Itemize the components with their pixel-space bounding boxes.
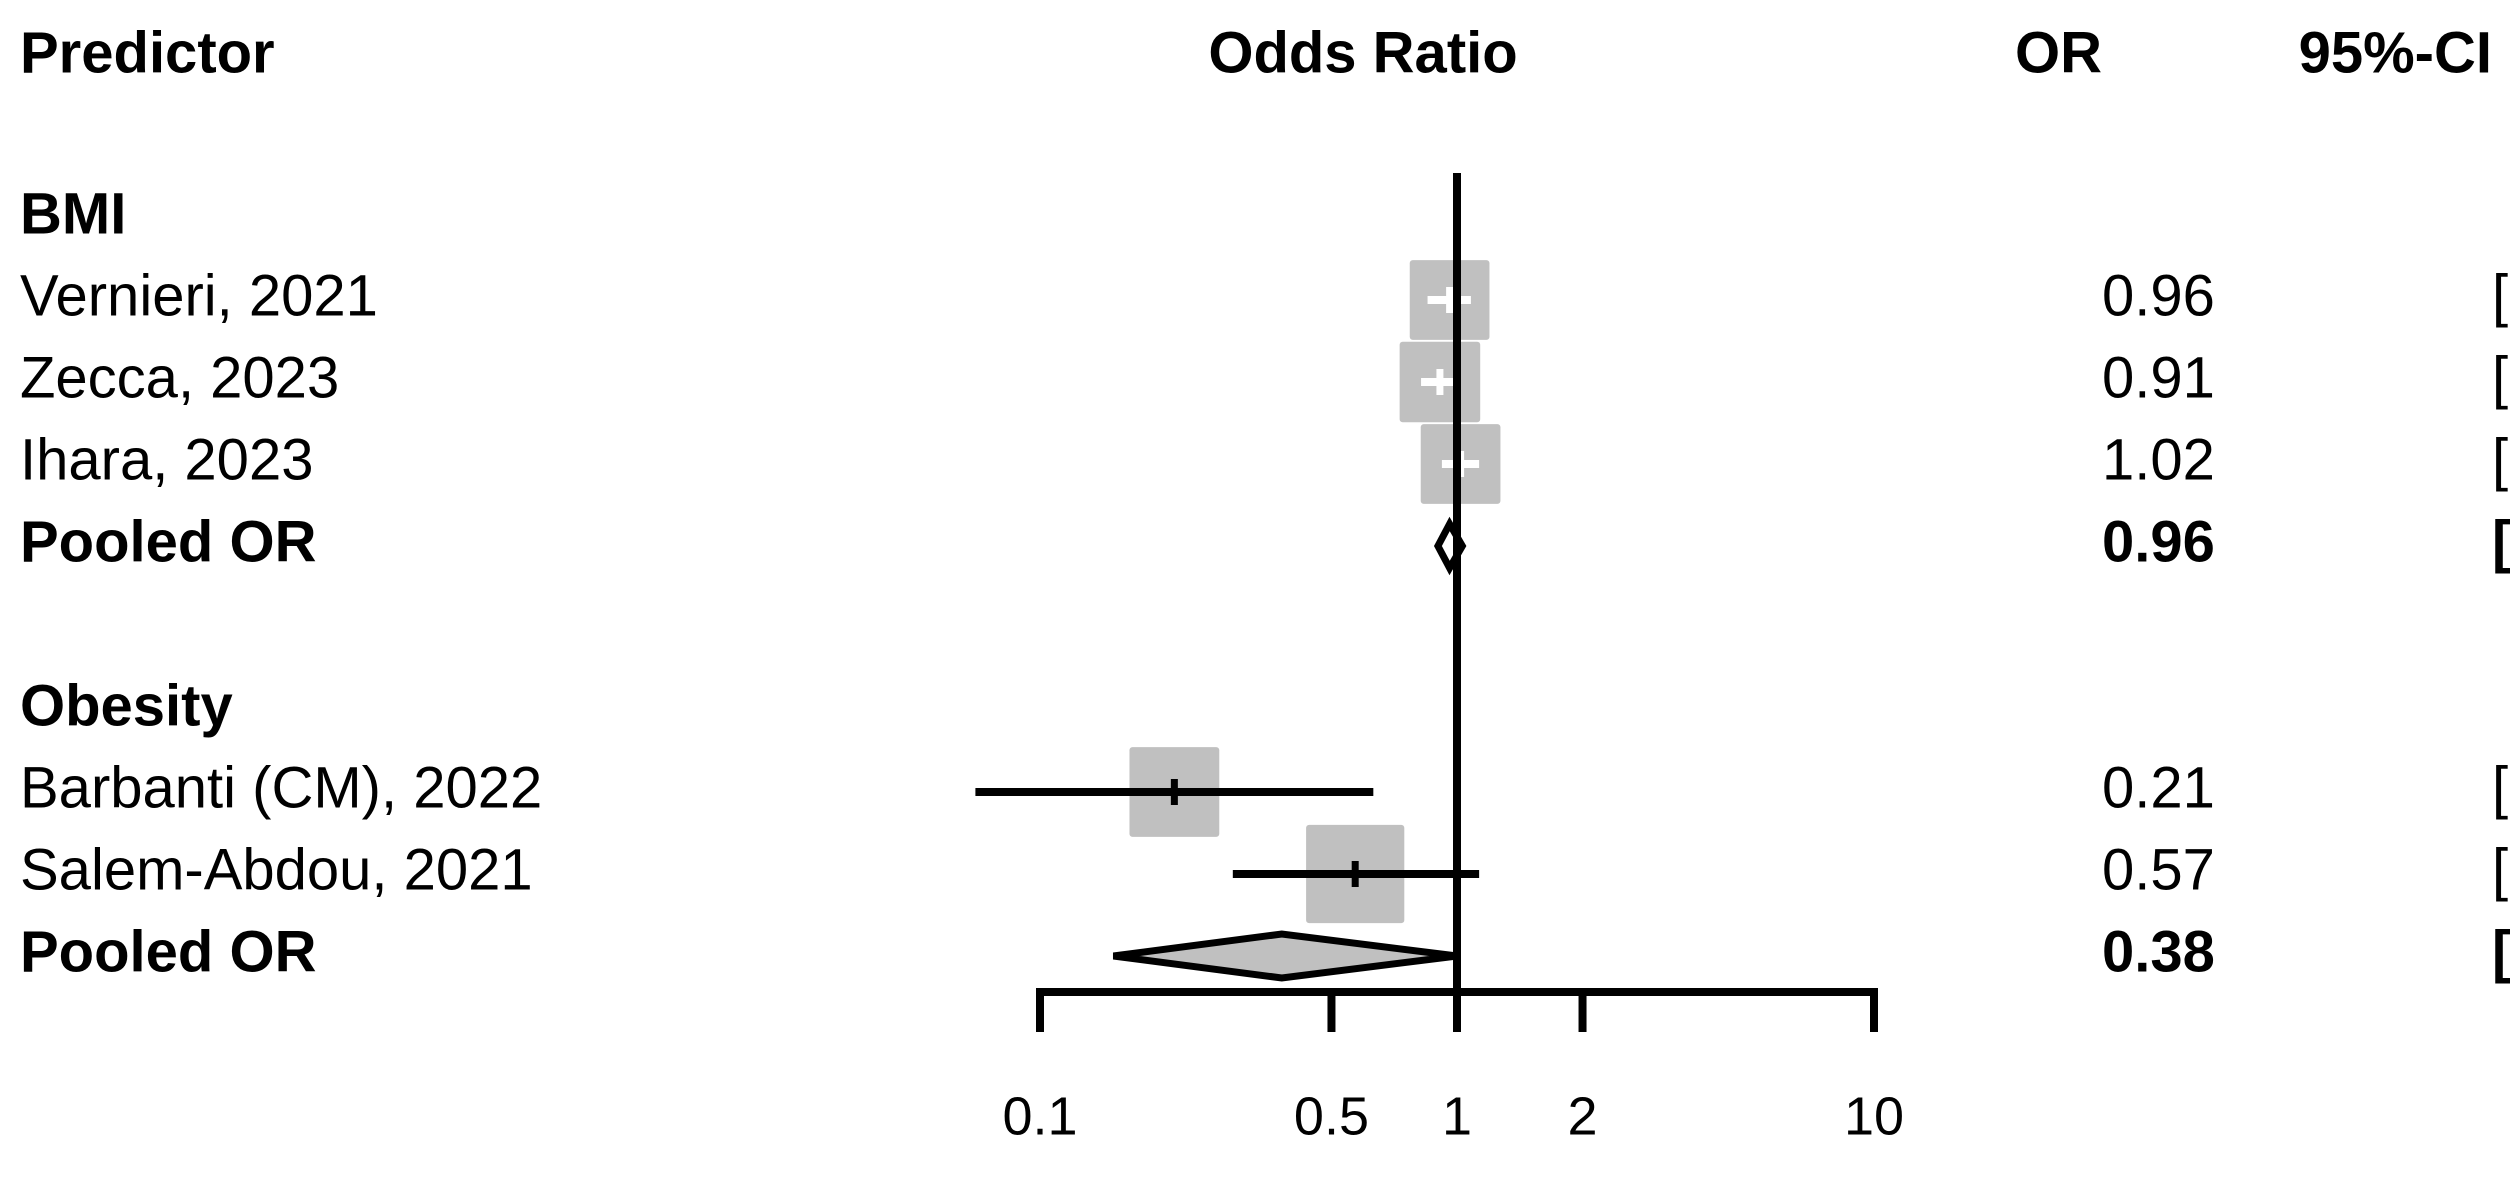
study-ci-value: [0.85; 1.08] <box>2492 263 2510 328</box>
pooled-label: Pooled OR <box>20 919 316 984</box>
study-or-value: 1.02 <box>2102 427 2215 492</box>
study-label: Barbanti (CM), 2022 <box>20 755 542 820</box>
study-label: Ihara, 2023 <box>20 427 313 492</box>
pooled-or-value: 0.38 <box>2102 919 2215 984</box>
study-or-value: 0.57 <box>2102 837 2215 902</box>
pooled-diamond <box>1433 516 1467 576</box>
header-axis-title: Odds Ratio <box>1208 20 1517 85</box>
study-ci-value: [0.07; 0.63] <box>2492 755 2510 820</box>
x-tick-label: 10 <box>1844 1086 1904 1146</box>
group-label: Obesity <box>20 673 233 738</box>
header-predictor: Predictor <box>20 20 275 85</box>
pooled-or-value: 0.96 <box>2102 509 2215 574</box>
study-or-value: 0.21 <box>2102 755 2215 820</box>
pooled-ci-value: [0.90; 1.03] <box>2492 509 2510 574</box>
study-label: Salem-Abdou, 2021 <box>20 837 533 902</box>
study-ci-value: [0.82; 1.01] <box>2492 345 2510 410</box>
study-or-value: 0.96 <box>2102 263 2215 328</box>
study-label: Zecca, 2023 <box>20 345 339 410</box>
pooled-label: Pooled OR <box>20 509 316 574</box>
x-tick-label: 1 <box>1442 1086 1472 1146</box>
x-tick-label: 2 <box>1568 1086 1598 1146</box>
header-or: OR <box>2015 20 2102 85</box>
study-ci-value: [0.29; 1.13] <box>2492 837 2510 902</box>
x-tick-label: 0.1 <box>1002 1086 1077 1146</box>
pooled-diamond <box>1112 930 1458 982</box>
study-or-value: 0.91 <box>2102 345 2215 410</box>
x-tick-label: 0.5 <box>1294 1086 1369 1146</box>
study-ci-value: [0.92; 1.13] <box>2492 427 2510 492</box>
header-ci: 95%-CI <box>2299 20 2492 85</box>
group-label: BMI <box>20 181 126 246</box>
study-label: Vernieri, 2021 <box>20 263 378 328</box>
pooled-ci-value: [0.15; 1.00] <box>2492 919 2510 984</box>
